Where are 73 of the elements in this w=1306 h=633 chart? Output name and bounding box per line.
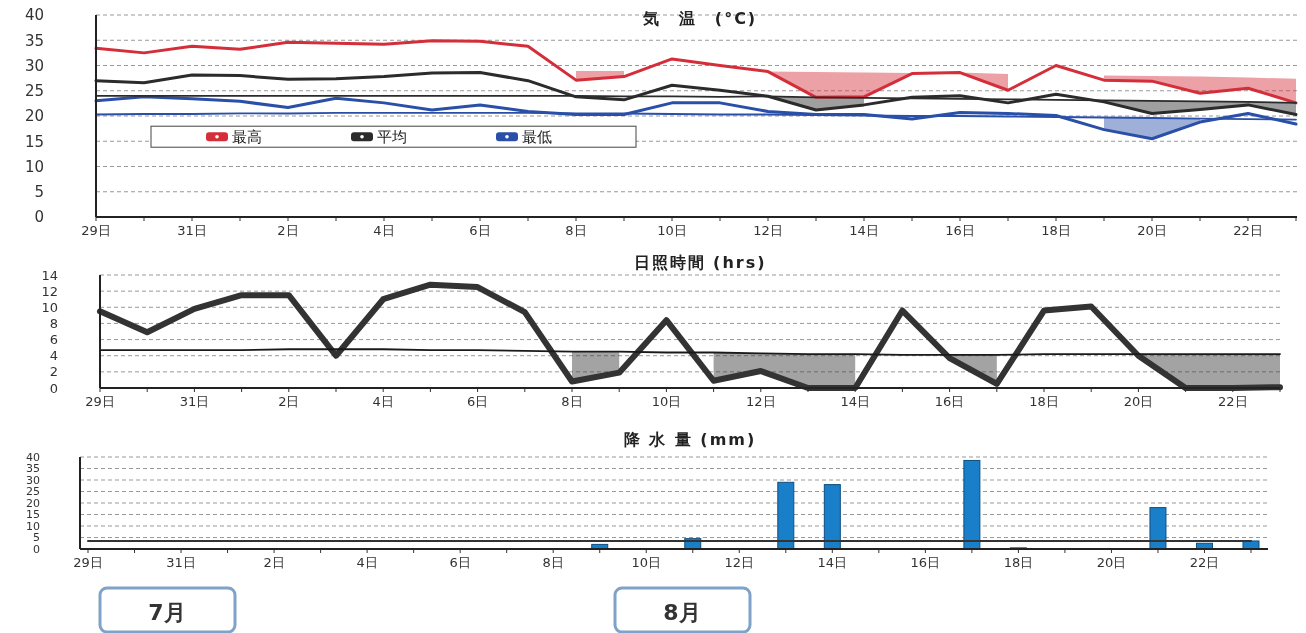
y-tick-label: 20 (26, 496, 40, 510)
x-tick-label: 31日 (177, 223, 207, 238)
y-tick-label: 15 (26, 508, 40, 522)
x-tick-label: 2日 (278, 394, 300, 409)
text: 7月 (148, 600, 186, 625)
y-tick-label: 0 (34, 208, 44, 227)
x-tick-label: 8日 (542, 555, 564, 570)
y-tick-label: 0 (49, 380, 58, 396)
text: 8月 (663, 600, 701, 625)
legend-label: 平均 (377, 128, 407, 147)
y-tick-label: 15 (24, 132, 44, 151)
x-tick-label: 22日 (1189, 555, 1220, 570)
x-tick-label: 18日 (1041, 223, 1071, 238)
x-tick-label: 8日 (561, 394, 583, 409)
y-tick-label: 6 (49, 332, 58, 348)
x-tick-label: 20日 (1123, 394, 1154, 409)
x-tick-label: 12日 (746, 394, 776, 409)
x-tick-label: 6日 (449, 555, 471, 570)
x-tick-label: 8日 (565, 223, 587, 238)
x-tick-label: 22日 (1233, 223, 1263, 238)
y-tick-label: 10 (41, 299, 58, 315)
x-tick-label: 10日 (657, 223, 687, 238)
y-tick-label: 40 (24, 6, 44, 25)
x-tick-label: 6日 (466, 394, 489, 409)
y-tick-label: 2 (49, 364, 58, 380)
y-tick-label: 20 (24, 107, 44, 126)
y-tick-label: 0 (33, 542, 40, 556)
y-tick-label: 5 (34, 183, 44, 201)
chart-title: 日照時間 (hrs) (633, 253, 767, 272)
x-tick-label: 29日 (73, 555, 103, 570)
y-tick-label: 10 (24, 157, 44, 176)
x-tick-label: 2日 (277, 223, 299, 238)
x-tick-label: 16日 (910, 555, 941, 570)
x-tick-label: 22日 (1218, 394, 1248, 409)
x-tick-label: 20日 (1137, 223, 1167, 238)
chart-title: 気 温 (°C) (641, 9, 758, 28)
y-tick-label: 8 (49, 315, 58, 331)
y-tick-label: 30 (24, 56, 44, 75)
y-tick-label: 14 (41, 267, 58, 283)
x-tick-label: 29日 (81, 223, 111, 238)
x-tick-label: 29日 (85, 394, 115, 409)
x-tick-label: 2日 (263, 555, 285, 570)
y-tick-label: 25 (26, 485, 40, 499)
y-tick-label: 5 (33, 531, 40, 545)
x-tick-label: 4日 (356, 555, 378, 570)
x-tick-label: 6日 (469, 223, 491, 238)
legend-label: 最低 (522, 128, 552, 147)
y-tick-label: 25 (24, 82, 44, 100)
x-tick-label: 20日 (1096, 555, 1127, 570)
x-tick-label: 31日 (166, 555, 196, 570)
x-tick-label: 31日 (179, 394, 210, 409)
x-tick-label: 4日 (372, 394, 394, 409)
x-tick-label: 12日 (753, 223, 783, 238)
chart-title: 降 水 量 (mm) (623, 430, 757, 449)
y-tick-label: 12 (41, 283, 58, 299)
y-tick-label: 10 (26, 519, 40, 533)
x-tick-label: 12日 (724, 555, 755, 570)
y-tick-label: 40 (26, 450, 40, 464)
legend-label: 最高 (232, 128, 262, 147)
x-tick-label: 14日 (817, 555, 848, 570)
x-tick-label: 4日 (373, 223, 395, 238)
x-tick-label: 16日 (945, 223, 975, 238)
y-tick-label: 35 (24, 31, 44, 50)
x-tick-label: 18日 (1029, 394, 1059, 409)
y-tick-label: 4 (49, 348, 58, 364)
y-tick-label: 35 (26, 462, 40, 476)
y-tick-label: 30 (26, 473, 40, 487)
x-tick-label: 14日 (849, 223, 879, 238)
x-tick-label: 14日 (840, 394, 870, 409)
x-tick-label: 10日 (651, 394, 682, 409)
x-tick-label: 10日 (631, 555, 662, 570)
x-tick-label: 18日 (1003, 555, 1034, 570)
x-tick-label: 16日 (934, 394, 965, 409)
